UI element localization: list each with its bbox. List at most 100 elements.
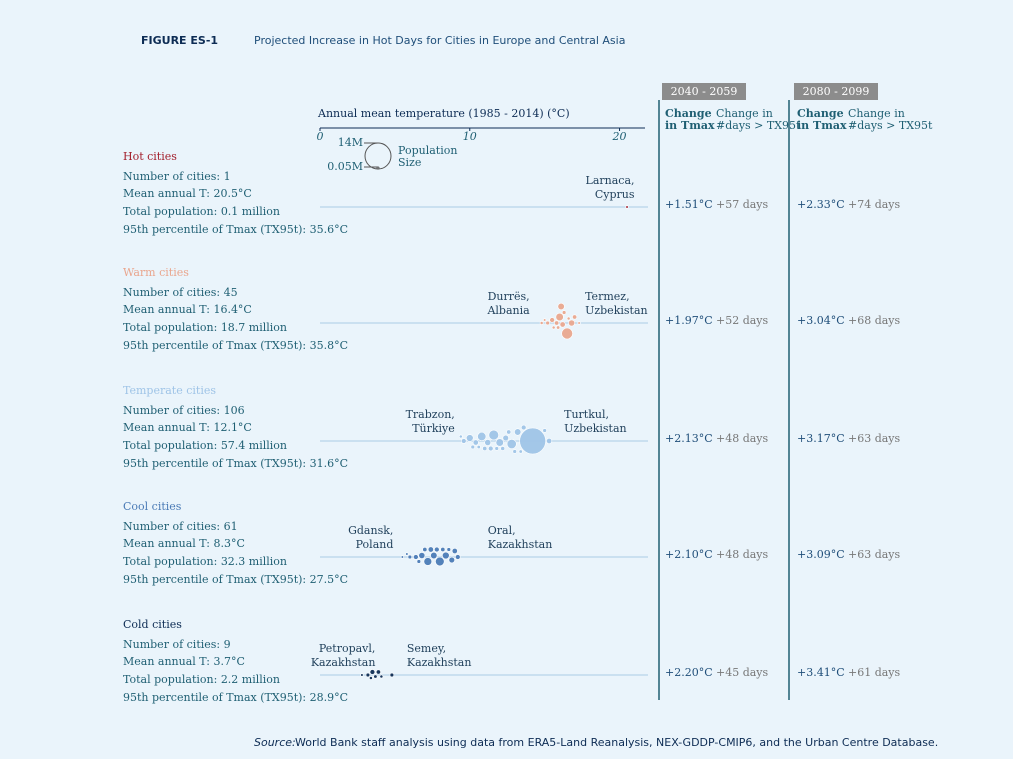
city-bubble — [561, 310, 567, 315]
city-annotation: Petropavl, — [319, 642, 376, 655]
city-bubble — [360, 673, 364, 677]
group-name: Temperate cities — [123, 384, 216, 397]
group-stat: Number of cities: 61 — [123, 520, 238, 533]
x-tick-label: 20 — [612, 130, 627, 143]
column-header: Change in — [848, 107, 905, 120]
city-bubble — [566, 316, 571, 321]
city-bubble — [448, 556, 456, 564]
city-bubble — [543, 318, 547, 322]
city-bubble — [375, 669, 381, 675]
city-bubble — [472, 439, 479, 446]
city-bubble — [572, 314, 578, 320]
city-bubble — [495, 438, 504, 447]
city-bubble — [470, 444, 475, 450]
city-bubble — [369, 676, 373, 680]
column-header: #days > TX95t — [848, 119, 933, 132]
city-bubble — [625, 205, 629, 209]
city-bubble — [554, 320, 560, 326]
city-annotation: Poland — [356, 538, 394, 551]
city-bubble — [455, 554, 461, 560]
group-stat: Number of cities: 1 — [123, 170, 231, 183]
city-bubble — [379, 674, 384, 679]
city-bubble — [400, 555, 404, 559]
city-bubble — [418, 552, 426, 559]
city-bubble — [577, 321, 581, 325]
city-bubble — [407, 554, 413, 560]
city-bubble — [518, 449, 523, 454]
group-stat: Number of cities: 106 — [123, 404, 245, 417]
city-bubble — [484, 439, 492, 446]
city-bubble — [465, 434, 474, 442]
tmax-change: +2.33°C — [797, 198, 845, 211]
tmax-change: +1.51°C — [665, 198, 713, 211]
city-bubble — [416, 559, 422, 564]
city-annotation: Kazakhstan — [311, 656, 376, 669]
city-bubble — [545, 320, 550, 326]
city-annotation: Turtkul, — [564, 408, 609, 421]
city-bubble — [555, 312, 564, 322]
city-annotation: Oral, — [488, 524, 516, 537]
group-stat: Total population: 0.1 million — [123, 205, 280, 218]
city-bubble — [559, 321, 566, 328]
city-bubble — [549, 317, 555, 323]
group-stat: Mean annual T: 12.1°C — [123, 421, 252, 434]
group-stat: Number of cities: 9 — [123, 638, 231, 651]
tmax-change: +2.10°C — [665, 548, 713, 561]
group-stat: Mean annual T: 16.4°C — [123, 303, 252, 316]
city-bubble — [506, 429, 512, 435]
source: World Bank staff analysis using data fro… — [295, 736, 938, 749]
group-stat: Number of cities: 45 — [123, 286, 238, 299]
city-bubble — [494, 446, 499, 451]
city-bubble — [435, 556, 445, 567]
city-bubble — [512, 449, 517, 454]
group-name: Hot cities — [123, 150, 177, 163]
city-bubble — [458, 434, 463, 439]
city-bubble — [520, 424, 527, 431]
group-stat: Total population: 32.3 million — [123, 555, 287, 568]
city-annotation: Durrës, — [488, 290, 530, 303]
x-tick-label: 10 — [463, 130, 477, 143]
city-bubble — [546, 438, 553, 444]
tmax-change: +2.20°C — [665, 666, 713, 679]
city-bubble — [514, 428, 522, 436]
city-bubble — [561, 327, 573, 340]
x-tick-label: 0 — [317, 130, 324, 143]
city-bubble — [556, 325, 561, 330]
city-bubble — [440, 547, 446, 552]
city-bubble — [461, 438, 467, 444]
x-axis-label: Annual mean temperature (1985 - 2014) (°… — [317, 107, 570, 120]
period-box — [794, 83, 878, 100]
city-bubble — [477, 431, 487, 442]
days-change: +61 days — [848, 666, 901, 679]
city-bubble — [557, 302, 565, 311]
period-label: 2080 - 2099 — [803, 85, 870, 98]
city-annotation: Cyprus — [595, 188, 635, 201]
group-stat: Total population: 18.7 million — [123, 321, 287, 334]
days-change: +52 days — [716, 314, 769, 327]
column-header: in Tmax — [665, 119, 715, 132]
city-annotation: Semey, — [407, 642, 446, 655]
city-bubble — [519, 427, 546, 455]
size-legend-title: Size — [398, 156, 421, 169]
days-change: +68 days — [848, 314, 901, 327]
group-name: Cool cities — [123, 500, 182, 513]
city-annotation: Uzbekistan — [564, 422, 627, 435]
figure-label: FIGURE ES-1 — [141, 34, 218, 47]
city-annotation: Trabzon, — [406, 408, 455, 421]
group-stat: 95th percentile of Tmax (TX95t): 31.6°C — [123, 457, 348, 470]
group-stat: 95th percentile of Tmax (TX95t): 35.6°C — [123, 223, 348, 236]
city-bubble — [542, 428, 547, 433]
column-header: #days > TX95t — [716, 119, 801, 132]
tmax-change: +1.97°C — [665, 314, 713, 327]
column-header: Change in — [716, 107, 773, 120]
size-legend-label: 0.05M — [327, 160, 363, 173]
city-bubble — [539, 321, 544, 325]
city-bubble — [427, 546, 434, 553]
city-annotation: Gdansk, — [348, 524, 393, 537]
city-bubble — [422, 547, 428, 552]
city-annotation: Türkiye — [412, 422, 455, 435]
source-label: Source: — [254, 736, 296, 749]
city-bubble — [442, 551, 450, 560]
tmax-change: +3.41°C — [797, 666, 845, 679]
